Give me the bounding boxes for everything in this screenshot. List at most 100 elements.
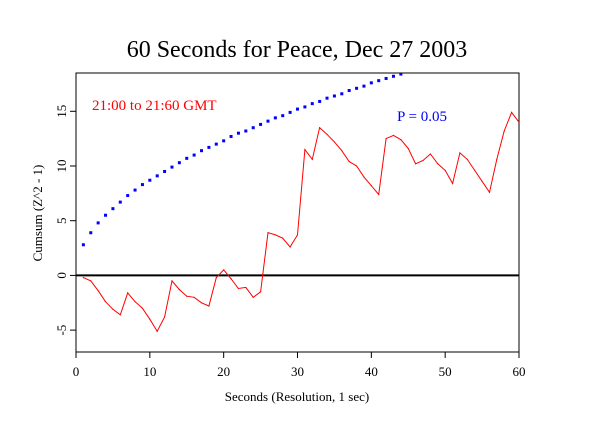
probability-point xyxy=(399,73,403,76)
probability-point xyxy=(148,178,152,182)
cumsum-point xyxy=(341,150,343,152)
probability-point xyxy=(303,105,307,109)
probability-point xyxy=(244,129,248,133)
probability-point xyxy=(273,116,277,120)
cumsum-point xyxy=(164,316,166,318)
probability-point xyxy=(155,174,159,178)
y-axis: -5 0 5 10 15 xyxy=(54,105,76,336)
cumsum-point xyxy=(518,121,519,123)
probability-point xyxy=(170,165,174,169)
cumsum-point xyxy=(156,330,158,332)
probability-point xyxy=(81,243,85,247)
probability-point xyxy=(355,86,359,90)
probability-point xyxy=(214,142,218,146)
probability-point xyxy=(281,114,285,118)
cumsum-point xyxy=(141,307,144,309)
cumsum-point xyxy=(134,301,136,303)
cumsum-line xyxy=(83,111,519,333)
cumsum-point xyxy=(127,292,129,294)
cumsum-point xyxy=(370,185,372,187)
cumsum-point xyxy=(444,169,446,171)
cumsum-point xyxy=(304,148,306,151)
x-tick-label: 10 xyxy=(143,364,156,379)
cumsum-point xyxy=(245,286,247,289)
probability-point xyxy=(362,84,366,88)
cumsum-point xyxy=(178,289,180,291)
cumsum-point xyxy=(274,234,276,236)
probability-point xyxy=(229,134,233,138)
cumsum-point xyxy=(466,158,468,161)
probability-point xyxy=(296,107,299,111)
time-range-annotation: 21:00 to 21:60 GMT xyxy=(92,98,217,114)
cumsum-point xyxy=(282,237,284,239)
x-axis: 0 10 20 30 40 50 60 xyxy=(73,352,526,379)
cumsum-point xyxy=(252,296,254,298)
x-tick-label: 0 xyxy=(73,364,80,379)
cumsum-point xyxy=(311,158,313,161)
cumsum-point xyxy=(208,305,210,307)
probability-point xyxy=(340,92,344,96)
x-tick-label: 20 xyxy=(217,364,230,379)
probability-point xyxy=(310,102,314,106)
probability-point xyxy=(325,96,329,100)
cumsum-point xyxy=(429,153,431,155)
cumsum-point xyxy=(355,165,358,167)
cumsum-point xyxy=(149,318,151,320)
y-tick-label: -5 xyxy=(54,325,69,336)
cumsum-point xyxy=(451,182,454,185)
cumsum-point xyxy=(97,290,99,292)
probability-point xyxy=(259,122,263,126)
x-tick-label: 60 xyxy=(513,364,526,379)
cumsum-point xyxy=(488,191,491,193)
cumsum-point xyxy=(215,277,217,279)
probability-point xyxy=(318,99,322,103)
probability-point xyxy=(185,156,189,160)
cumsum-point xyxy=(296,234,299,236)
cumsum-point xyxy=(90,280,92,282)
x-tick-label: 50 xyxy=(439,364,452,379)
cumsum-point xyxy=(186,295,188,297)
probability-point xyxy=(391,74,395,78)
probability-point xyxy=(347,89,351,93)
probability-point xyxy=(288,110,292,114)
plot-area xyxy=(76,73,519,333)
cumsum-point xyxy=(230,278,232,280)
y-tick-label: 15 xyxy=(54,105,69,118)
chart-title: 60 Seconds for Peace, Dec 27 2003 xyxy=(127,37,468,63)
cumsum-point xyxy=(496,158,498,161)
cumsum-point xyxy=(193,296,195,298)
probability-point xyxy=(133,188,137,192)
probability-point xyxy=(89,231,93,235)
probability-point xyxy=(118,200,122,204)
cumsum-point xyxy=(392,134,395,136)
probability-point xyxy=(140,183,144,187)
cumsum-point xyxy=(474,169,476,171)
cumsum-point xyxy=(267,232,269,234)
cumsum-point xyxy=(289,246,291,248)
probability-point xyxy=(332,94,336,98)
cumsum-point xyxy=(481,180,483,182)
probability-point xyxy=(177,161,181,165)
cumsum-point xyxy=(422,159,424,162)
probability-point xyxy=(236,131,240,135)
probability-point xyxy=(96,221,100,225)
cumsum-point xyxy=(437,163,439,165)
y-tick-label: 5 xyxy=(54,217,69,224)
y-tick-label: 0 xyxy=(54,272,69,279)
cumsum-point xyxy=(459,152,461,154)
probability-point xyxy=(104,213,108,217)
cumsum-point xyxy=(503,130,505,132)
cumsum-point xyxy=(112,308,114,310)
cumsum-point xyxy=(363,176,365,178)
cumsum-points xyxy=(82,111,519,332)
cumsum-point xyxy=(333,141,336,143)
cumsum-point xyxy=(104,301,107,303)
cumsum-point xyxy=(237,287,240,290)
cumsum-point xyxy=(171,280,173,282)
probability-point xyxy=(384,76,388,80)
probability-point xyxy=(111,207,115,211)
probability-point xyxy=(200,149,204,153)
probability-point xyxy=(369,81,373,85)
cumsum-point xyxy=(319,127,321,129)
